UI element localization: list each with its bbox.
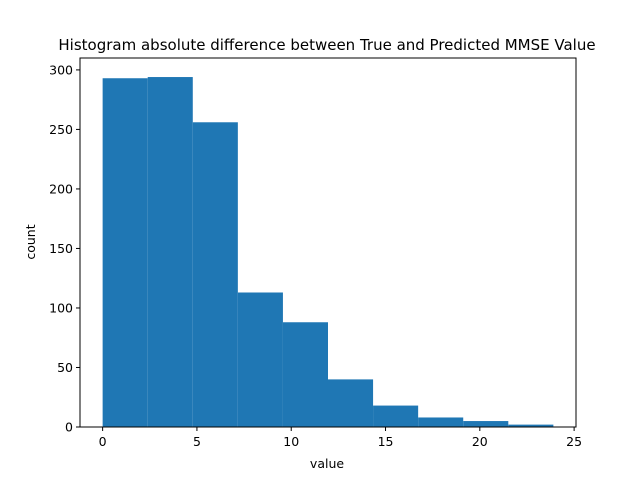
- bars: [102, 77, 554, 428]
- plot-frame: [79, 57, 577, 428]
- x-axis-label: value: [310, 456, 344, 471]
- histogram-bar: [147, 77, 193, 427]
- x-axis: 0 5 10 15 20 25: [99, 427, 582, 449]
- histogram-bar: [508, 424, 554, 427]
- histogram-bar: [237, 292, 283, 427]
- y-axis: 0 50 100 150 200 250 300: [49, 62, 80, 435]
- x-tick-label: 5: [193, 434, 201, 449]
- y-tick-label: 0: [65, 420, 73, 435]
- y-tick-label: 100: [49, 300, 73, 315]
- x-tick-label: 25: [566, 434, 582, 449]
- x-tick-label: 0: [99, 434, 107, 449]
- chart-title: Histogram absolute difference between Tr…: [58, 36, 595, 54]
- histogram-bar: [373, 405, 419, 427]
- histogram-bar: [463, 421, 509, 427]
- histogram-bar: [192, 122, 238, 428]
- y-tick-label: 300: [49, 62, 73, 77]
- x-tick-label: 10: [283, 434, 299, 449]
- y-tick-label: 250: [49, 122, 73, 137]
- y-tick-label: 50: [57, 360, 73, 375]
- histogram-bar: [328, 379, 374, 427]
- histogram-bar: [102, 78, 148, 428]
- y-tick-label: 200: [49, 181, 73, 196]
- y-axis-label: count: [23, 224, 38, 259]
- x-tick-label: 15: [378, 434, 394, 449]
- y-tick-label: 150: [49, 241, 73, 256]
- x-tick-label: 20: [472, 434, 488, 449]
- histogram-bar: [418, 417, 464, 427]
- histogram-bar: [282, 322, 328, 427]
